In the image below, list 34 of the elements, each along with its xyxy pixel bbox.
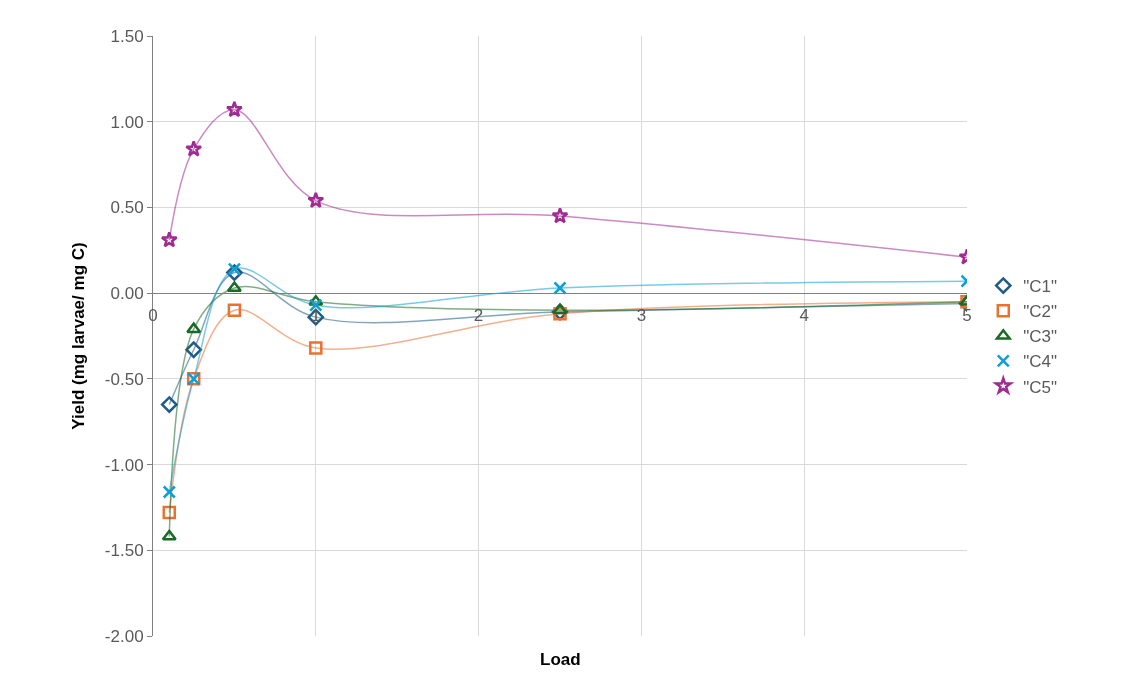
y-tick-label: 0.00 [110,284,144,304]
legend-label: "C5" [1023,377,1058,397]
y-tick-label: -0.50 [104,369,144,389]
legend-label: "C1" [1023,277,1058,297]
y-tick-label: 1.50 [110,26,144,46]
x-tick-label: 3 [636,305,647,325]
point [160,396,178,413]
legend-label: "C4" [1023,352,1058,372]
point [161,529,177,541]
point [162,485,177,499]
x-tick-label: 5 [962,305,972,325]
point [160,231,178,248]
point [186,322,202,334]
legend-label: "C3" [1023,327,1058,347]
point [185,341,203,359]
y-tick-label: 1.00 [110,112,144,132]
x-axis-title: Load [540,650,581,669]
y-tick-label: 0.50 [110,198,144,218]
point [553,281,567,295]
point [307,191,325,209]
point [227,303,242,318]
point [551,207,569,224]
legend-label: "C2" [1023,302,1058,322]
point [225,100,243,118]
point [162,505,177,520]
point [309,341,323,355]
point [185,140,203,157]
y-axis-title: Yield (mg larvae/ mg C) [69,242,89,430]
y-tick-label: -1.50 [104,541,144,561]
x-tick-label: 4 [799,305,809,325]
y-tick-label: -2.00 [104,626,144,646]
point [227,262,242,276]
point [552,303,568,315]
y-tick-label: -1.00 [104,455,144,475]
